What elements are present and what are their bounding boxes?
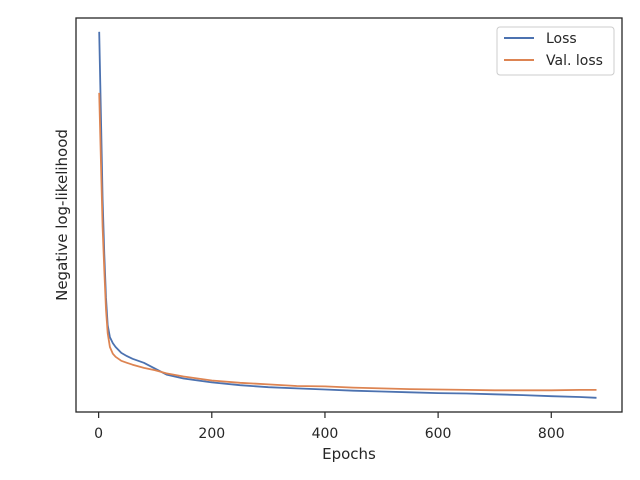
x-tick-label: 400: [312, 426, 339, 442]
y-axis-label: Negative log-likelihood: [53, 129, 71, 301]
x-axis-ticks: 0 200 400 600 800: [94, 412, 565, 442]
legend-label-val-loss: Val. loss: [546, 53, 603, 69]
x-tick-label: 200: [198, 426, 225, 442]
x-axis-label: Epochs: [322, 445, 376, 463]
x-tick-label: 800: [538, 426, 565, 442]
x-tick-label: 0: [94, 426, 103, 442]
legend-label-loss: Loss: [546, 31, 577, 47]
legend: Loss Val. loss: [496, 26, 615, 76]
x-tick-label: 600: [425, 426, 452, 442]
series-line-val-loss: [98, 92, 597, 392]
series-layer: [98, 31, 597, 399]
plot-frame: [75, 17, 623, 413]
